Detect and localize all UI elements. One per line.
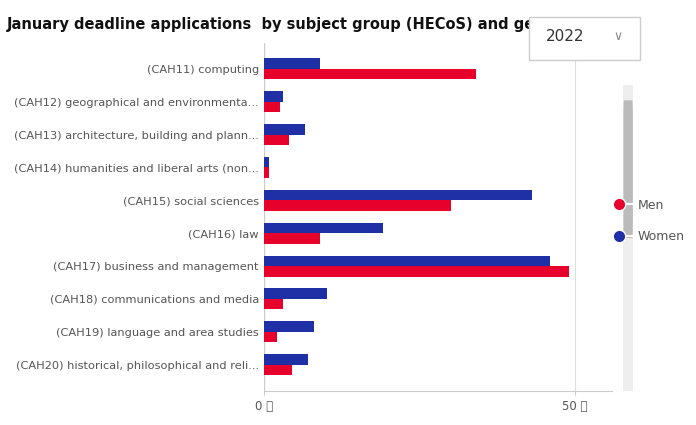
Bar — [264, 365, 292, 375]
Bar — [264, 266, 569, 277]
Bar — [264, 91, 283, 102]
Bar — [264, 102, 280, 112]
Text: January deadline applications  by subject group (HECoS) and gender: January deadline applications by subject… — [7, 17, 574, 32]
Bar — [264, 124, 305, 135]
Bar — [264, 332, 277, 342]
Bar — [264, 135, 290, 145]
Bar — [264, 233, 320, 244]
Bar — [264, 354, 308, 365]
Bar — [264, 321, 314, 332]
Text: 2022: 2022 — [546, 28, 585, 44]
Bar — [264, 69, 476, 79]
Bar — [264, 190, 532, 200]
Bar — [264, 223, 383, 233]
Bar — [264, 255, 551, 266]
Legend: Men, Women: Men, Women — [601, 194, 690, 248]
Bar — [264, 289, 326, 299]
Bar — [264, 157, 269, 167]
FancyBboxPatch shape — [624, 100, 633, 238]
Bar — [264, 167, 269, 178]
Bar — [264, 58, 320, 69]
Bar — [264, 299, 283, 309]
Bar — [264, 200, 451, 211]
Text: ∨: ∨ — [614, 30, 623, 42]
